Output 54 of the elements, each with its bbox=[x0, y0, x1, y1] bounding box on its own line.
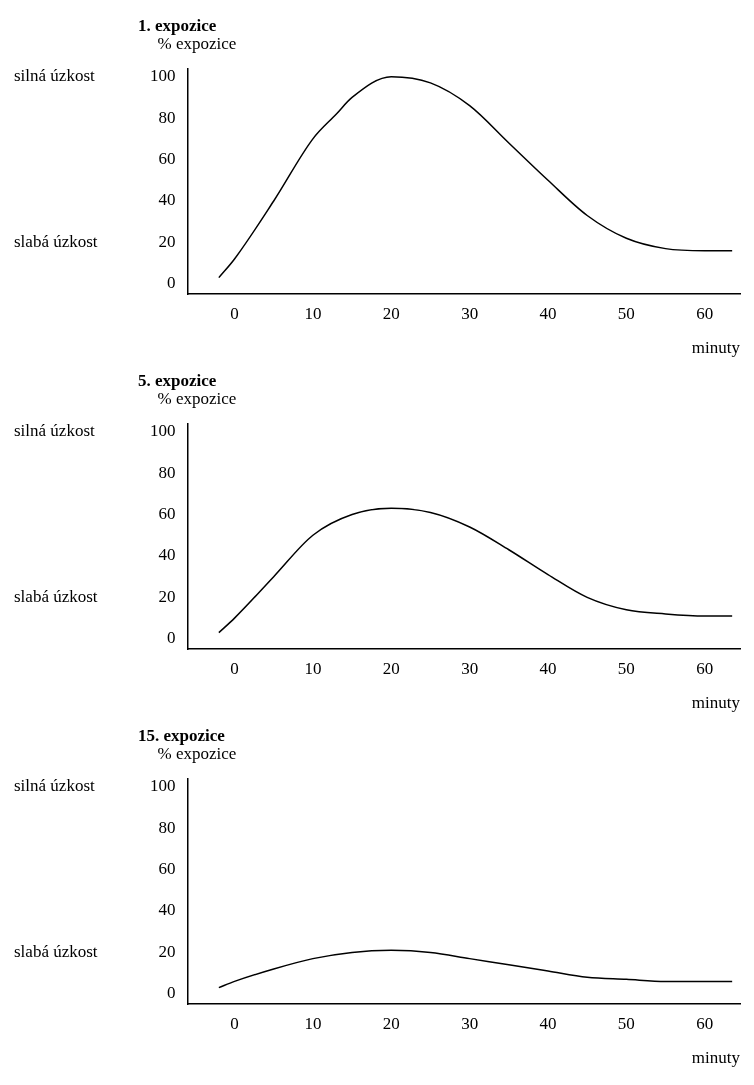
y-tick-label: 60 bbox=[158, 859, 176, 879]
y-tick-label: 0 bbox=[167, 628, 176, 648]
y-tick-label: 80 bbox=[158, 107, 176, 127]
y-tick-label: 60 bbox=[158, 504, 176, 524]
x-tick-label: 20 bbox=[382, 658, 400, 678]
y-tick-label: 80 bbox=[158, 817, 176, 837]
x-tick-label: 50 bbox=[617, 303, 635, 323]
chart-title: 5. expozice bbox=[138, 370, 217, 390]
y-tick-label: 100 bbox=[150, 776, 176, 796]
x-tick-label: 10 bbox=[304, 1013, 322, 1033]
x-tick-label: 20 bbox=[382, 1013, 400, 1033]
x-axis-title: minuty bbox=[691, 338, 741, 358]
x-tick-label: 60 bbox=[696, 658, 714, 678]
y-tick-label: 0 bbox=[167, 983, 176, 1003]
y-tick-label: 40 bbox=[158, 190, 176, 210]
y-tick-label: 40 bbox=[158, 545, 176, 565]
x-axis-title: minuty bbox=[691, 693, 741, 713]
chart-title: 15. expozice bbox=[138, 725, 226, 745]
x-axis-title: minuty bbox=[691, 1048, 741, 1068]
x-tick-label: 50 bbox=[617, 1013, 635, 1033]
x-tick-label: 30 bbox=[461, 1013, 479, 1033]
line-series bbox=[218, 75, 733, 279]
text: silná úzkost bbox=[14, 776, 96, 796]
text: silná úzkost bbox=[14, 421, 96, 441]
y-tick-label: 60 bbox=[158, 149, 176, 169]
x-tick-label: 50 bbox=[617, 658, 635, 678]
x-tick-label: 40 bbox=[539, 1013, 557, 1033]
x-tick-label: 60 bbox=[696, 303, 714, 323]
x-tick-label: 20 bbox=[382, 303, 400, 323]
y-tick-label: 100 bbox=[150, 66, 176, 86]
x-tick-label: 40 bbox=[539, 303, 557, 323]
x-tick-label: 30 bbox=[461, 303, 479, 323]
text: slabá úzkost bbox=[14, 231, 98, 251]
y-tick-label: 80 bbox=[158, 462, 176, 482]
y-tick-label: 20 bbox=[158, 231, 176, 251]
y-tick-label: 100 bbox=[150, 421, 176, 441]
text: slabá úzkost bbox=[14, 586, 98, 606]
x-tick-label: 40 bbox=[539, 658, 557, 678]
y-tick-label: 20 bbox=[158, 586, 176, 606]
x-tick-label: 0 bbox=[230, 1013, 239, 1033]
x-tick-label: 30 bbox=[461, 658, 479, 678]
line-series bbox=[218, 949, 733, 989]
text: slabá úzkost bbox=[14, 941, 98, 961]
y-tick-label: 20 bbox=[158, 941, 176, 961]
x-tick-label: 10 bbox=[304, 658, 322, 678]
chart-title: 1. expozice bbox=[138, 15, 217, 35]
y-tick-label: 40 bbox=[158, 900, 176, 920]
x-tick-label: 10 bbox=[304, 303, 322, 323]
x-tick-label: 0 bbox=[230, 658, 239, 678]
line-series bbox=[218, 507, 733, 634]
x-tick-label: 0 bbox=[230, 303, 239, 323]
text: silná úzkost bbox=[14, 66, 96, 86]
y-tick-label: 0 bbox=[167, 273, 176, 293]
x-tick-label: 60 bbox=[696, 1013, 714, 1033]
